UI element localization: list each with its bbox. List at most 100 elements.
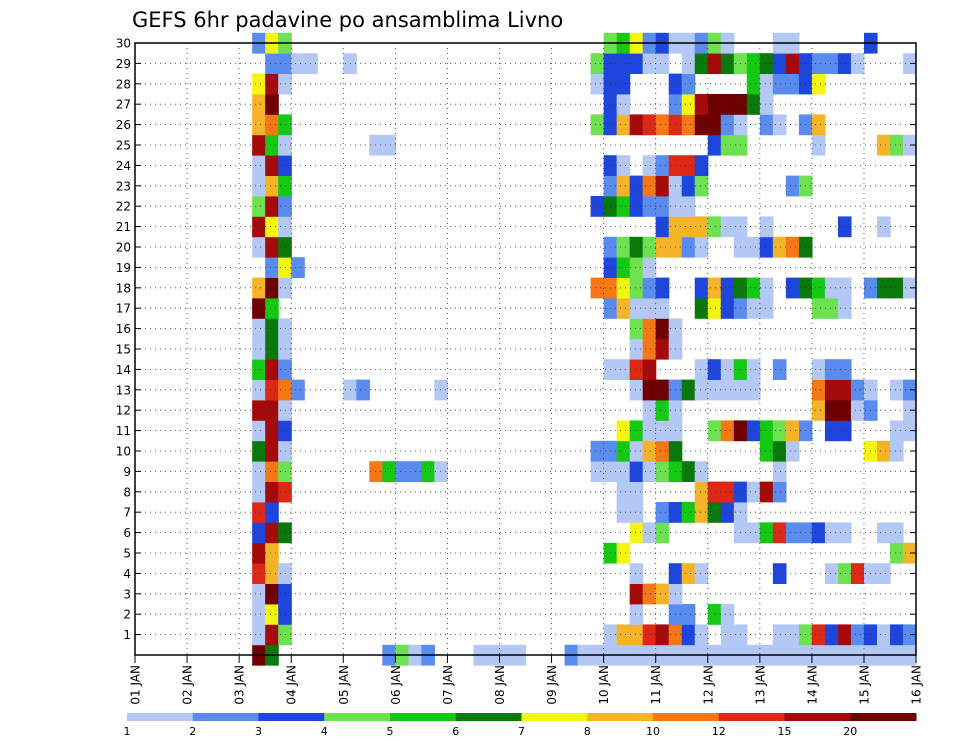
colorbar-swatch — [390, 713, 457, 721]
heatmap-cell — [252, 216, 266, 238]
heatmap-cell — [681, 94, 696, 115]
heatmap-cell — [252, 563, 266, 584]
heatmap-cell — [655, 277, 670, 299]
y-tick-label: 5 — [123, 547, 131, 561]
heatmap-cell — [785, 420, 800, 442]
heatmap-cell — [903, 400, 916, 421]
y-tick-label: 21 — [116, 220, 131, 234]
heatmap-cell — [824, 522, 839, 544]
heatmap-cell — [642, 318, 657, 340]
heatmap-cell — [720, 114, 735, 136]
heatmap-cell — [252, 318, 266, 340]
heatmap-cell — [642, 298, 657, 319]
heatmap-cell — [785, 624, 800, 646]
y-tick-label: 29 — [116, 57, 131, 71]
heatmap-cell — [252, 277, 266, 299]
heatmap-cell — [642, 277, 657, 299]
heatmap-cell — [642, 379, 657, 401]
heatmap-cell — [890, 277, 904, 299]
heatmap-cell — [694, 155, 709, 176]
heatmap-cell — [877, 134, 891, 156]
heatmap-cell — [252, 338, 266, 360]
heatmap-cell — [265, 359, 279, 380]
heatmap-cell — [642, 583, 657, 605]
heatmap-cell — [616, 359, 631, 380]
heatmap-cell — [655, 298, 670, 319]
heatmap-cell — [772, 461, 787, 482]
heatmap-cell — [759, 216, 774, 238]
heatmap-cell — [629, 379, 644, 401]
heatmap-cell — [720, 604, 735, 625]
heatmap-cell — [694, 94, 709, 115]
heatmap-cell — [655, 522, 670, 544]
heatmap-cell — [629, 563, 644, 584]
heatmap-cell — [616, 298, 631, 319]
heatmap-cell — [616, 175, 631, 197]
heatmap-cell — [837, 277, 852, 299]
heatmap-cell — [265, 216, 279, 238]
heatmap-cell — [265, 175, 279, 197]
colorbar-label: 2 — [189, 725, 196, 738]
heatmap-cell — [642, 114, 657, 136]
y-tick-label: 13 — [116, 383, 131, 397]
heatmap-cell — [759, 440, 774, 462]
heatmap-cell — [707, 216, 722, 238]
heatmap-cell — [265, 379, 279, 401]
heatmap-cell — [642, 236, 657, 258]
heatmap-cell — [681, 236, 696, 258]
heatmap-cell — [681, 216, 696, 238]
heatmap-cell — [642, 257, 657, 278]
heatmap-cell — [811, 522, 826, 544]
heatmap-cell — [252, 440, 266, 462]
heatmap-cell — [265, 298, 279, 319]
heatmap-cell — [772, 624, 787, 646]
heatmap-cell — [642, 400, 657, 421]
heatmap-cell — [681, 155, 696, 176]
heatmap-cell — [265, 583, 279, 605]
heatmap-cell — [616, 461, 631, 482]
heatmap-cell — [434, 379, 449, 401]
heatmap-cell — [772, 522, 787, 544]
heatmap-cell — [265, 94, 279, 115]
heatmap-cell — [720, 420, 735, 442]
y-tick-label: 25 — [116, 139, 131, 153]
heatmap-cell — [759, 298, 774, 319]
heatmap-cell — [707, 94, 722, 115]
x-tick-label: 15 JAN — [857, 665, 871, 705]
heatmap-cell — [746, 359, 761, 380]
heatmap-cell — [655, 114, 670, 136]
y-tick-label: 16 — [116, 322, 131, 336]
heatmap-cell — [890, 624, 904, 646]
x-tick-label: 05 JAN — [337, 665, 351, 705]
heatmap-cell — [642, 624, 657, 646]
heatmap-cell — [629, 236, 644, 258]
heatmap-cell — [811, 379, 826, 401]
heatmap-cell — [642, 53, 657, 74]
heatmap-cell — [707, 420, 722, 442]
heatmap-cell — [707, 53, 722, 74]
colorbar-label: 20 — [843, 725, 857, 738]
y-tick-label: 27 — [116, 98, 131, 112]
y-tick-label: 14 — [116, 363, 131, 377]
heatmap-cell — [785, 73, 800, 95]
heatmap-cell — [707, 379, 722, 401]
heatmap-cell — [629, 359, 644, 380]
heatmap-cell — [629, 338, 644, 360]
heatmap-cell — [265, 461, 279, 482]
heatmap-cell — [252, 522, 266, 544]
heatmap-cell — [655, 440, 670, 462]
heatmap-cell — [824, 277, 839, 299]
y-tick-label: 11 — [116, 424, 131, 438]
heatmap-cell — [642, 420, 657, 442]
colorbar-swatch — [455, 713, 522, 721]
heatmap-cell — [890, 379, 904, 401]
colorbar-label: 12 — [712, 725, 726, 738]
heatmap-cell — [720, 298, 735, 319]
heatmap-cell — [629, 196, 644, 217]
heatmap-cell — [850, 53, 865, 74]
heatmap-cell — [629, 624, 644, 646]
heatmap-cell — [824, 563, 839, 584]
heatmap-cell — [850, 400, 865, 421]
gridlines — [135, 42, 916, 655]
heatmap-cell — [759, 94, 774, 115]
